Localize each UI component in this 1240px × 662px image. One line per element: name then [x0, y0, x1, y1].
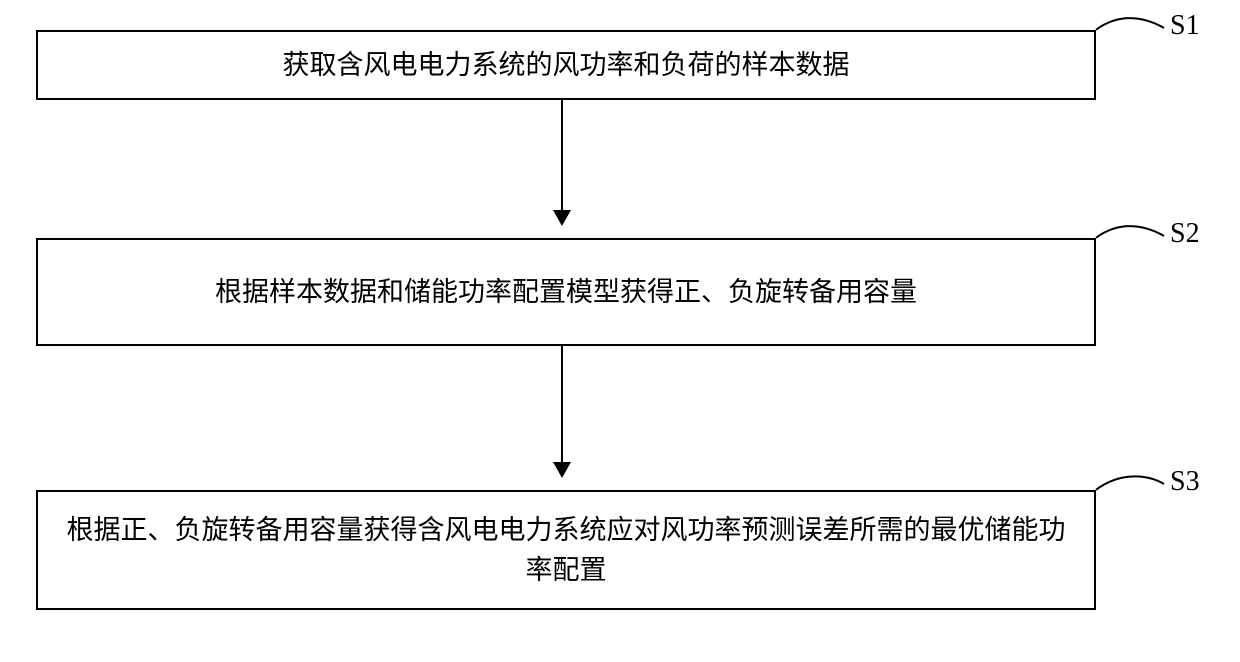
step-text: 获取含风电电力系统的风功率和负荷的样本数据 [283, 45, 850, 86]
step-label-s2: S2 [1170, 218, 1200, 250]
arrowhead-icon [553, 210, 571, 226]
connector-s3 [1092, 454, 1168, 498]
step-text: 根据正、负旋转备用容量获得含风电电力系统应对风功率预测误差所需的最优储能功率配置 [58, 510, 1074, 591]
arrowhead-icon [553, 462, 571, 478]
flow-step-s2: 根据样本数据和储能功率配置模型获得正、负旋转备用容量 [36, 238, 1096, 346]
step-label-s3: S3 [1170, 466, 1200, 498]
step-text: 根据样本数据和储能功率配置模型获得正、负旋转备用容量 [215, 272, 917, 313]
flow-step-s1: 获取含风电电力系统的风功率和负荷的样本数据 [36, 30, 1096, 100]
connector-s1 [1092, 0, 1168, 38]
step-label-s1: S1 [1170, 10, 1200, 42]
connector-s2 [1092, 206, 1168, 246]
flow-step-s3: 根据正、负旋转备用容量获得含风电电力系统应对风功率预测误差所需的最优储能功率配置 [36, 490, 1096, 610]
arrow-2 [561, 346, 563, 476]
arrow-1 [561, 100, 563, 224]
